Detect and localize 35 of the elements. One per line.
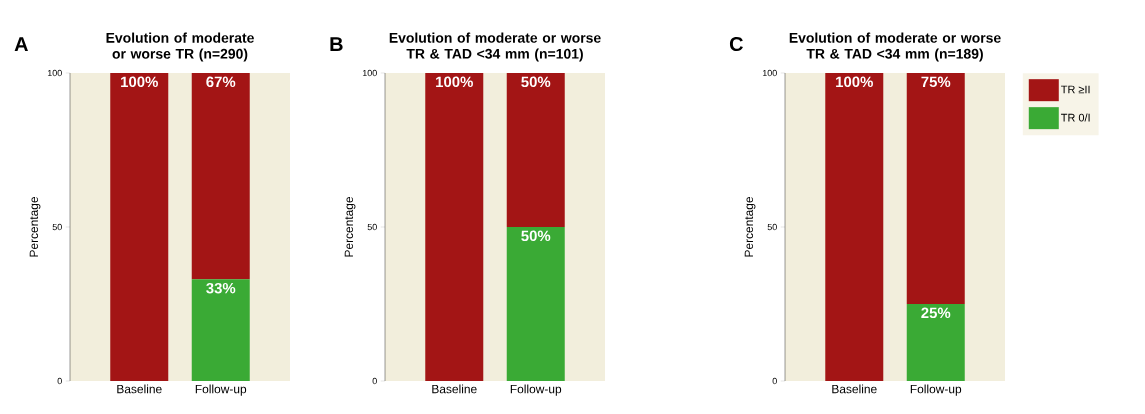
y-tick-label: 50: [52, 223, 62, 231]
legend-label: TR 0/I: [1061, 113, 1090, 122]
x-tick-label: Follow-up: [195, 384, 247, 396]
y-tick-label: 0: [372, 377, 377, 385]
data-label: 25%: [921, 307, 951, 319]
chart-title: Evolution of moderate or worse TR (n=290): [106, 32, 254, 62]
y-axis-title: Percentage: [344, 196, 356, 257]
y-tick-label: 100: [47, 69, 62, 77]
text: C: [729, 36, 743, 51]
x-tick-label: Baseline: [117, 384, 162, 394]
x-tick-label: Baseline: [832, 384, 877, 394]
x-tick-label: Follow-up: [910, 384, 962, 396]
y-tick-label: 0: [57, 377, 62, 385]
y-tick-label: 0: [772, 377, 777, 385]
y-tick-label: 100: [762, 69, 777, 77]
data-label: 75%: [921, 76, 951, 88]
data-label: 33%: [206, 282, 236, 294]
chart-title: Evolution of moderate or worse TR & TAD <34 mm (n=189): [789, 32, 1001, 62]
data-label: 100%: [121, 76, 158, 88]
data-label: 50%: [521, 76, 551, 88]
chart-title: Evolution of moderate or worse TR & TAD <34 mm (n=101): [389, 32, 601, 62]
text: A: [14, 37, 28, 51]
y-tick-label: 100: [362, 69, 377, 77]
y-axis-title: Percentage: [744, 196, 756, 257]
legend-label: TR ≥II: [1061, 85, 1090, 94]
y-axis-title: Percentage: [29, 196, 41, 257]
data-label: 50%: [521, 230, 551, 242]
x-tick-label: Follow-up: [510, 384, 562, 396]
data-label: 100%: [436, 76, 473, 88]
y-tick-label: 50: [767, 223, 777, 231]
data-label: 100%: [836, 76, 873, 88]
data-label: 67%: [206, 76, 236, 88]
y-tick-label: 50: [367, 223, 377, 231]
x-tick-label: Baseline: [432, 384, 477, 394]
text: B: [330, 37, 343, 51]
